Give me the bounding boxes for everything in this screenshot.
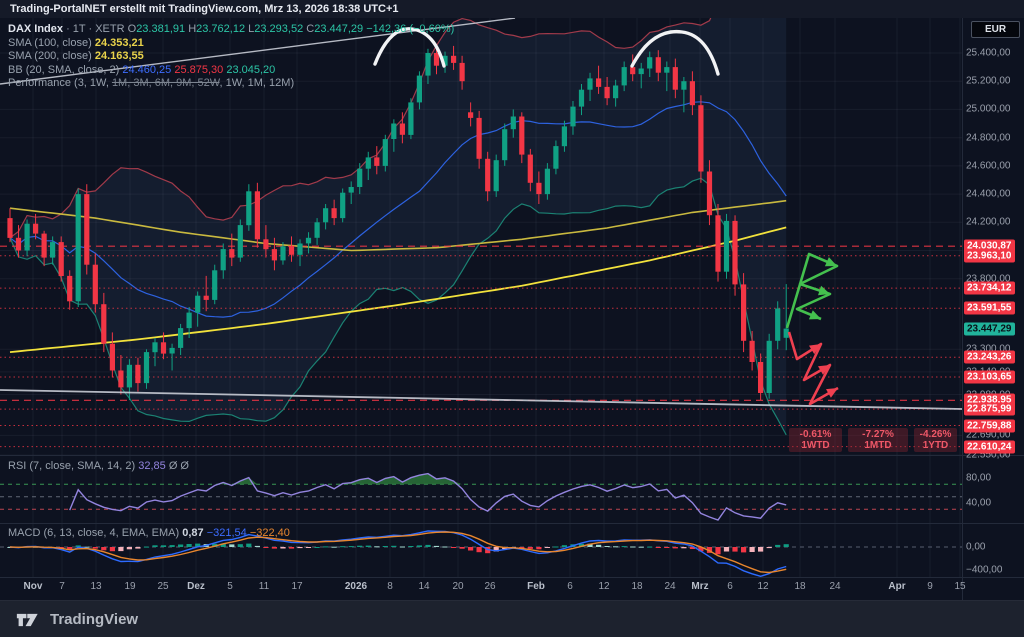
- rsi-pane: [0, 472, 962, 521]
- price-axis-label[interactable]: 23.963,10: [964, 249, 1015, 263]
- price-axis-label[interactable]: 40,00: [966, 497, 992, 509]
- chart-canvas[interactable]: [0, 18, 1024, 600]
- rounded-top-arc: [630, 29, 720, 76]
- time-axis-label[interactable]: 7: [59, 581, 65, 592]
- header-bar: Trading-PortalNET erstellt mit TradingVi…: [0, 0, 1024, 18]
- candlestick-series[interactable]: [7, 44, 789, 401]
- price-axis-label[interactable]: 80,00: [966, 472, 992, 484]
- perf-box-1mtd[interactable]: -7.27% 1MTD: [848, 428, 908, 452]
- macd-pane: [0, 530, 962, 577]
- time-axis-label[interactable]: 18: [631, 581, 643, 592]
- time-axis-label[interactable]: 26: [484, 581, 496, 592]
- time-axis-label[interactable]: 20: [452, 581, 464, 592]
- chart-area[interactable]: DAX Index · 1T · XETR O23.381,91 H23.762…: [0, 18, 1024, 600]
- time-axis-label[interactable]: 15: [954, 581, 966, 592]
- price-axis-separator: [962, 18, 963, 600]
- footer-bar: TradingView: [0, 600, 1024, 637]
- zigzag-up-arrow[interactable]: [785, 252, 839, 329]
- price-axis-label[interactable]: 25.200,00: [966, 75, 1011, 87]
- price-axis-label[interactable]: 23.800,00: [966, 273, 1011, 285]
- price-axis-label[interactable]: 22.550,00: [966, 449, 1011, 461]
- perf-box-1ytd[interactable]: -4.26% 1YTD: [914, 428, 957, 452]
- price-axis-label[interactable]: 24.400,00: [966, 188, 1011, 200]
- price-axis-label[interactable]: 23.300,00: [966, 343, 1011, 355]
- brand-name: TradingView: [50, 611, 139, 628]
- time-axis-label[interactable]: 18: [794, 581, 806, 592]
- page-title: Trading-PortalNET erstellt mit TradingVi…: [10, 3, 399, 15]
- price-axis-label[interactable]: 23.243,26: [964, 350, 1015, 364]
- price-axis-label[interactable]: 0,00: [966, 541, 986, 553]
- price-axis-label[interactable]: 24.800,00: [966, 132, 1011, 144]
- time-axis-label[interactable]: Mrz: [691, 581, 709, 592]
- time-axis-label[interactable]: 12: [598, 581, 610, 592]
- price-axis-label[interactable]: 22.690,00: [966, 429, 1011, 441]
- time-axis-label[interactable]: 13: [90, 581, 102, 592]
- price-axis-label[interactable]: 23.591,55: [964, 301, 1015, 315]
- time-axis-label[interactable]: 14: [418, 581, 430, 592]
- price-axis-label[interactable]: 23.447,29: [964, 322, 1015, 335]
- time-axis-label[interactable]: 24: [829, 581, 841, 592]
- time-axis-label[interactable]: 8: [387, 581, 393, 592]
- time-axis-label[interactable]: 24: [664, 581, 676, 592]
- time-axis-label[interactable]: 6: [727, 581, 733, 592]
- time-axis-label[interactable]: Dez: [187, 581, 205, 592]
- time-axis-label[interactable]: 6: [567, 581, 573, 592]
- time-axis-label[interactable]: Apr: [888, 581, 906, 592]
- price-axis-label[interactable]: 23.734,12: [964, 281, 1015, 295]
- trendline: [0, 18, 516, 85]
- sma-lines: [9, 199, 787, 353]
- perf-box-1wtd[interactable]: -0.61% 1WTD: [789, 428, 842, 452]
- time-axis-label[interactable]: 17: [291, 581, 303, 592]
- price-axis-label[interactable]: 24.200,00: [966, 216, 1011, 228]
- time-axis-label[interactable]: 5: [227, 581, 233, 592]
- drawings[interactable]: [0, 18, 963, 410]
- time-axis-label[interactable]: 12: [757, 581, 769, 592]
- price-axis-label[interactable]: 25.000,00: [966, 103, 1011, 115]
- time-axis-label[interactable]: 19: [124, 581, 136, 592]
- time-axis-label[interactable]: 11: [258, 581, 270, 592]
- time-axis-label[interactable]: 25: [157, 581, 169, 592]
- time-axis-label[interactable]: Feb: [527, 581, 545, 592]
- price-axis-label[interactable]: 25.400,00: [966, 47, 1011, 59]
- price-axis-label[interactable]: 22.875,99: [964, 402, 1015, 416]
- price-axis-label[interactable]: 22.759,88: [964, 419, 1015, 432]
- trendline: [0, 389, 963, 410]
- rounded-top-arc: [373, 27, 446, 68]
- time-axis-label[interactable]: 9: [927, 581, 933, 592]
- tradingview-logo-icon[interactable]: [16, 610, 42, 630]
- price-axis-label[interactable]: 22.610,24: [964, 440, 1015, 454]
- currency-button[interactable]: EUR: [971, 21, 1020, 38]
- zigzag-down-arrow[interactable]: [787, 331, 839, 406]
- price-axis-label[interactable]: 24.600,00: [966, 160, 1011, 172]
- time-axis-label[interactable]: 2026: [344, 581, 368, 592]
- price-axis-label[interactable]: −400,00: [966, 564, 1003, 576]
- time-axis-label[interactable]: Nov: [23, 581, 43, 592]
- price-axis-label[interactable]: 23.103,65: [964, 370, 1015, 384]
